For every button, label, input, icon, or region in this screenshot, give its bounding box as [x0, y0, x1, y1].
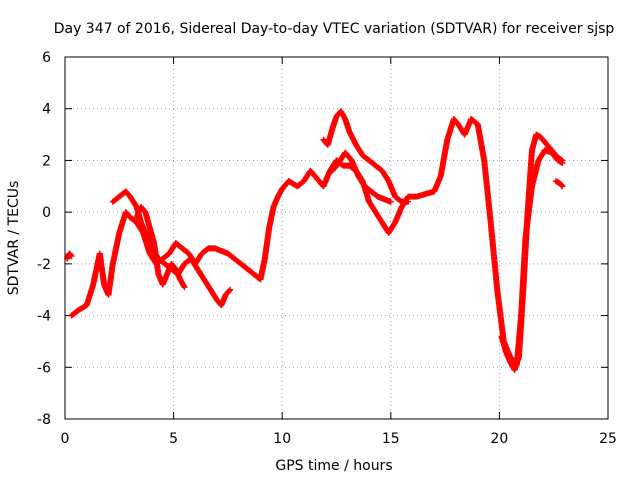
x-axis-label: GPS time / hours [275, 458, 392, 474]
data-point [559, 157, 566, 164]
chart-title: Day 347 of 2016, Sidereal Day-to-day VTE… [54, 21, 615, 37]
y-tick-labels: -8 -6 -4 -2 0 2 4 6 [37, 50, 51, 428]
series-trace-d [133, 203, 188, 291]
x-tick-label: 10 [273, 431, 291, 447]
y-tick-label: -6 [37, 360, 51, 376]
data-point [226, 287, 233, 294]
x-tick-label: 20 [490, 431, 508, 447]
data-point [181, 284, 188, 291]
y-tick-label: -2 [37, 257, 51, 273]
data-point [387, 198, 394, 205]
data-point [559, 183, 566, 190]
x-tick-label: 0 [61, 431, 70, 447]
data-point [68, 253, 75, 260]
y-tick-label: -8 [37, 412, 51, 428]
data-points [64, 108, 566, 373]
x-tick-labels: 0 5 10 15 20 25 [61, 431, 617, 447]
y-tick-label: 0 [42, 205, 51, 221]
y-tick-label: 4 [42, 102, 51, 118]
series-trace-f [329, 149, 394, 205]
x-tick-label: 25 [599, 431, 617, 447]
series-trace-b [68, 116, 566, 368]
x-tick-label: 15 [382, 431, 400, 447]
y-tick-label: -4 [37, 309, 51, 325]
data-point [405, 198, 412, 205]
grid-lines [65, 57, 608, 419]
series-trace-h [552, 178, 566, 190]
data-point [558, 182, 565, 189]
series-trace-e [320, 108, 412, 205]
x-tick-label: 5 [169, 431, 178, 447]
y-tick-label: 6 [42, 50, 51, 66]
y-axis-label: SDTVAR / TECUs [6, 181, 22, 296]
data-point [227, 286, 234, 293]
series-trace-a [64, 250, 75, 262]
data-point [67, 252, 74, 259]
y-tick-label: 2 [42, 153, 51, 169]
series-trace-c [109, 188, 234, 309]
plot-frame [64, 56, 609, 420]
series-trace-g [498, 131, 566, 373]
